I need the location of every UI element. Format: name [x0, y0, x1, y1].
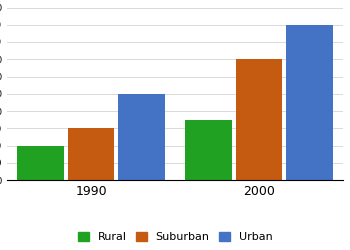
Bar [68, 128, 114, 180]
Bar [286, 25, 332, 180]
Bar [118, 94, 164, 180]
Bar [236, 59, 282, 180]
Bar [186, 120, 232, 180]
Legend: Rural, Suburban, Urban: Rural, Suburban, Urban [73, 228, 277, 247]
Bar [18, 146, 64, 180]
